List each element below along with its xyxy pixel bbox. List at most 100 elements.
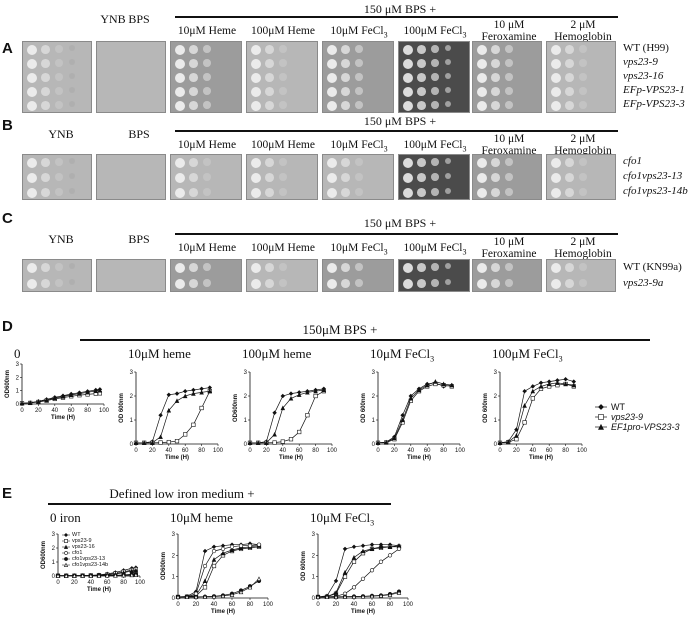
data-point bbox=[93, 388, 99, 394]
y-tick-label: 3 bbox=[172, 532, 176, 538]
colony-spot bbox=[431, 59, 439, 67]
graph-title: 10μM heme bbox=[170, 510, 233, 525]
colony-spot bbox=[431, 173, 439, 181]
colony-spot bbox=[477, 101, 487, 111]
colony-spot bbox=[579, 263, 587, 271]
colony-spot bbox=[55, 188, 63, 196]
colony-spot bbox=[341, 173, 350, 182]
colony-spot bbox=[279, 45, 287, 53]
x-axis-label: Time (H) bbox=[407, 455, 431, 461]
x-tick-label: 40 bbox=[51, 408, 58, 414]
data-point bbox=[387, 592, 393, 597]
colony-spot bbox=[355, 45, 363, 53]
data-point bbox=[166, 439, 171, 445]
data-point bbox=[272, 440, 277, 445]
data-point bbox=[598, 404, 604, 410]
colony-spot bbox=[491, 73, 500, 82]
data-point bbox=[264, 440, 269, 445]
series-vps23-16 bbox=[315, 543, 402, 600]
colony-spot bbox=[477, 87, 487, 97]
data-point bbox=[255, 440, 261, 445]
colony-spot bbox=[279, 73, 287, 81]
colony-spot bbox=[445, 188, 452, 195]
colony-spot bbox=[491, 263, 500, 272]
colony-spot bbox=[175, 101, 185, 111]
legend-marker-icon bbox=[595, 404, 607, 410]
x-axis-label: Time (H) bbox=[279, 455, 303, 461]
y-tick-label: 2 bbox=[244, 394, 248, 400]
y-tick-label: 2 bbox=[52, 546, 56, 552]
colony-spot bbox=[403, 45, 413, 55]
data-point bbox=[256, 542, 262, 547]
colony-spot bbox=[417, 45, 426, 54]
x-tick-label: 0 bbox=[134, 448, 138, 454]
panel-e-header: Defined low iron medium + bbox=[109, 486, 255, 501]
colony-spot bbox=[265, 101, 274, 110]
colony-spot bbox=[189, 279, 198, 288]
panel-a-plate-4 bbox=[322, 41, 394, 113]
panel-a-plate-2 bbox=[170, 41, 242, 113]
y-axis-label: OD 600nm bbox=[301, 551, 307, 581]
colony-spot bbox=[175, 173, 185, 183]
data-point bbox=[96, 573, 102, 578]
data-point bbox=[378, 559, 384, 564]
colony-spot bbox=[551, 45, 561, 55]
series-vps23-9 bbox=[175, 544, 262, 600]
colony-spot bbox=[491, 59, 500, 68]
colony-spot bbox=[251, 45, 261, 55]
legend-entry: vps23-9 bbox=[62, 538, 108, 544]
colony-spot bbox=[403, 279, 413, 289]
data-point bbox=[191, 391, 196, 396]
legend-marker-icon bbox=[62, 562, 70, 567]
y-tick-label: 3 bbox=[372, 370, 376, 376]
colony-spot bbox=[175, 263, 185, 273]
panel-c-condition-3: 100μM FeCl3 bbox=[403, 242, 467, 257]
colony-spot bbox=[417, 263, 426, 272]
colony-spot bbox=[565, 73, 574, 82]
x-tick-label: 20 bbox=[333, 602, 340, 608]
colony-spot bbox=[551, 87, 561, 97]
colony-spot bbox=[27, 101, 37, 111]
panel-a-strain-1: vps23-9 bbox=[623, 56, 658, 68]
panel-c-plate-3 bbox=[246, 259, 318, 292]
data-point bbox=[247, 440, 253, 445]
colony-spot bbox=[327, 173, 337, 183]
graph-plot: 0 1 2 3 0 20 40 60 80 100 Time (H) OD 600nm bbox=[301, 532, 414, 615]
panel-letter-e: E bbox=[2, 485, 13, 502]
colony-spot bbox=[327, 279, 337, 289]
colony-spot bbox=[505, 188, 513, 196]
data-point bbox=[546, 381, 552, 387]
series-line bbox=[177, 543, 260, 598]
colony-spot bbox=[27, 45, 37, 55]
colony-spot bbox=[41, 101, 50, 110]
colony-spot bbox=[355, 87, 363, 95]
panel-b-header-bar bbox=[175, 130, 618, 132]
panel-b-plate-6 bbox=[472, 154, 542, 200]
data-point bbox=[64, 551, 68, 555]
colony-spot bbox=[27, 263, 37, 273]
data-point bbox=[351, 554, 357, 560]
data-point bbox=[88, 573, 94, 578]
data-point bbox=[360, 594, 366, 599]
panel-b-label-ynb: YNB bbox=[48, 127, 74, 141]
panel-b-strain-0: cfo1 bbox=[623, 155, 642, 167]
colony-spot bbox=[417, 101, 426, 110]
growth-curve-graph: 0 1 2 3 0 20 40 60 80 100 Time (H) OD 600nm bbox=[360, 370, 467, 469]
data-point bbox=[133, 572, 139, 577]
x-tick-label: 20 bbox=[263, 448, 270, 454]
x-tick-label: 40 bbox=[165, 448, 172, 454]
colony-spot bbox=[27, 173, 37, 183]
y-tick-label: 0 bbox=[312, 596, 316, 602]
colony-spot bbox=[341, 188, 350, 197]
colony-spot bbox=[579, 73, 587, 81]
colony-spot bbox=[189, 45, 198, 54]
colony-spot bbox=[565, 59, 574, 68]
colony-spot bbox=[327, 45, 337, 55]
panel-c-plate-6 bbox=[472, 259, 542, 292]
colony-spot bbox=[417, 188, 426, 197]
colony-spot bbox=[203, 279, 211, 287]
panel-a-strain-2: vps23-16 bbox=[623, 70, 664, 82]
colony-spot bbox=[417, 173, 426, 182]
y-axis-label: OD600nm bbox=[41, 541, 47, 569]
series-line bbox=[177, 544, 260, 598]
